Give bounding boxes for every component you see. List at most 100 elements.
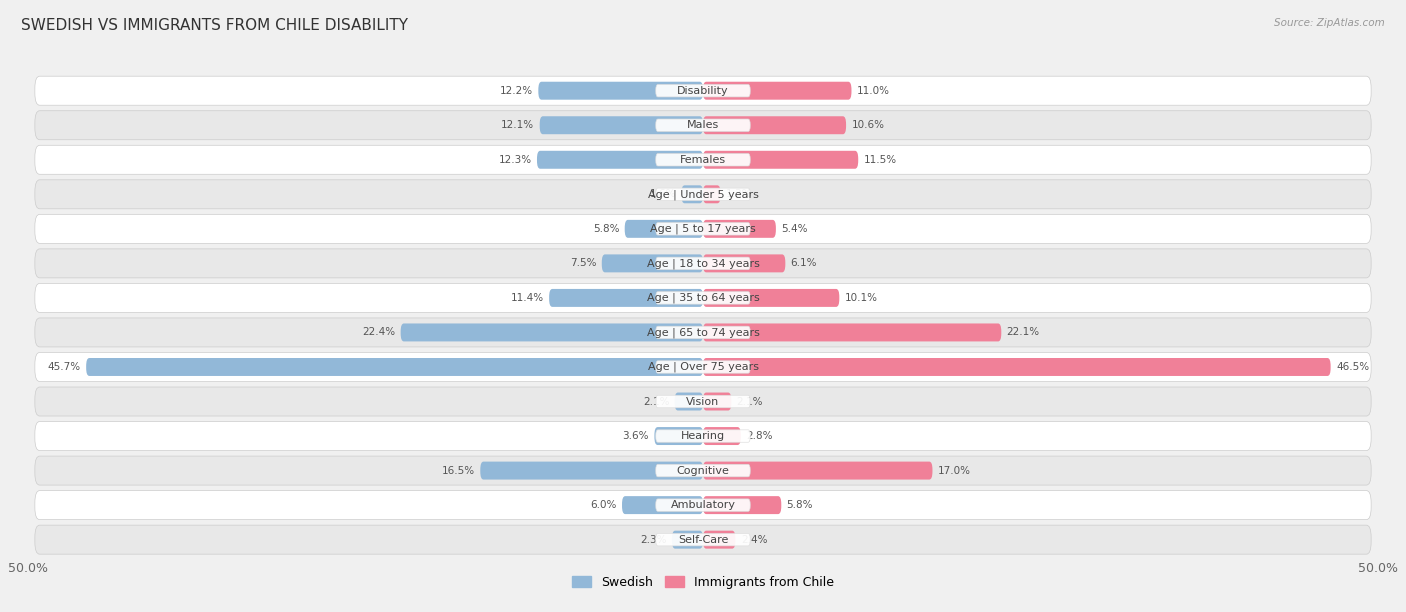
- FancyBboxPatch shape: [672, 531, 703, 548]
- FancyBboxPatch shape: [655, 223, 751, 235]
- Text: 7.5%: 7.5%: [569, 258, 596, 269]
- Text: 2.3%: 2.3%: [640, 535, 666, 545]
- FancyBboxPatch shape: [538, 82, 703, 100]
- FancyBboxPatch shape: [703, 427, 741, 445]
- Text: SWEDISH VS IMMIGRANTS FROM CHILE DISABILITY: SWEDISH VS IMMIGRANTS FROM CHILE DISABIL…: [21, 18, 408, 34]
- Text: 11.0%: 11.0%: [856, 86, 890, 95]
- FancyBboxPatch shape: [703, 392, 731, 411]
- FancyBboxPatch shape: [35, 145, 1371, 174]
- Text: Females: Females: [681, 155, 725, 165]
- FancyBboxPatch shape: [655, 360, 751, 373]
- FancyBboxPatch shape: [35, 111, 1371, 140]
- Text: Ambulatory: Ambulatory: [671, 500, 735, 510]
- FancyBboxPatch shape: [35, 491, 1371, 520]
- FancyBboxPatch shape: [621, 496, 703, 514]
- Text: Males: Males: [688, 120, 718, 130]
- FancyBboxPatch shape: [35, 249, 1371, 278]
- Text: 2.1%: 2.1%: [643, 397, 669, 406]
- Text: 5.4%: 5.4%: [782, 224, 808, 234]
- Text: 1.3%: 1.3%: [725, 189, 752, 200]
- Text: 16.5%: 16.5%: [441, 466, 475, 476]
- Text: Vision: Vision: [686, 397, 720, 406]
- FancyBboxPatch shape: [655, 257, 751, 270]
- Text: 11.4%: 11.4%: [510, 293, 544, 303]
- Text: 5.8%: 5.8%: [593, 224, 619, 234]
- Text: Age | 35 to 64 years: Age | 35 to 64 years: [647, 293, 759, 303]
- Text: Age | 18 to 34 years: Age | 18 to 34 years: [647, 258, 759, 269]
- FancyBboxPatch shape: [540, 116, 703, 134]
- FancyBboxPatch shape: [655, 84, 751, 97]
- FancyBboxPatch shape: [675, 392, 703, 411]
- Text: 10.1%: 10.1%: [845, 293, 877, 303]
- Text: Cognitive: Cognitive: [676, 466, 730, 476]
- FancyBboxPatch shape: [35, 76, 1371, 105]
- Text: 6.1%: 6.1%: [790, 258, 817, 269]
- Legend: Swedish, Immigrants from Chile: Swedish, Immigrants from Chile: [567, 571, 839, 594]
- FancyBboxPatch shape: [703, 461, 932, 480]
- Text: 2.1%: 2.1%: [737, 397, 763, 406]
- FancyBboxPatch shape: [703, 531, 735, 548]
- Text: 17.0%: 17.0%: [938, 466, 972, 476]
- FancyBboxPatch shape: [537, 151, 703, 169]
- Text: 6.0%: 6.0%: [591, 500, 617, 510]
- Text: Disability: Disability: [678, 86, 728, 95]
- Text: 2.4%: 2.4%: [741, 535, 768, 545]
- FancyBboxPatch shape: [86, 358, 703, 376]
- FancyBboxPatch shape: [655, 534, 751, 546]
- FancyBboxPatch shape: [35, 387, 1371, 416]
- FancyBboxPatch shape: [703, 496, 782, 514]
- Text: 3.6%: 3.6%: [623, 431, 650, 441]
- Text: 22.1%: 22.1%: [1007, 327, 1040, 337]
- FancyBboxPatch shape: [703, 324, 1001, 341]
- FancyBboxPatch shape: [655, 465, 751, 477]
- FancyBboxPatch shape: [703, 255, 786, 272]
- Text: 45.7%: 45.7%: [48, 362, 80, 372]
- Text: Age | 5 to 17 years: Age | 5 to 17 years: [650, 223, 756, 234]
- FancyBboxPatch shape: [35, 180, 1371, 209]
- FancyBboxPatch shape: [35, 422, 1371, 450]
- Text: Age | Over 75 years: Age | Over 75 years: [648, 362, 758, 372]
- FancyBboxPatch shape: [35, 456, 1371, 485]
- Text: 2.8%: 2.8%: [747, 431, 773, 441]
- Text: Source: ZipAtlas.com: Source: ZipAtlas.com: [1274, 18, 1385, 28]
- FancyBboxPatch shape: [655, 188, 751, 201]
- FancyBboxPatch shape: [703, 82, 852, 100]
- Text: Age | Under 5 years: Age | Under 5 years: [648, 189, 758, 200]
- FancyBboxPatch shape: [703, 151, 858, 169]
- FancyBboxPatch shape: [655, 430, 751, 442]
- FancyBboxPatch shape: [655, 395, 751, 408]
- Text: 10.6%: 10.6%: [852, 120, 884, 130]
- FancyBboxPatch shape: [35, 353, 1371, 381]
- Text: 1.6%: 1.6%: [650, 189, 676, 200]
- FancyBboxPatch shape: [655, 499, 751, 512]
- FancyBboxPatch shape: [602, 255, 703, 272]
- Text: 22.4%: 22.4%: [363, 327, 395, 337]
- Text: Self-Care: Self-Care: [678, 535, 728, 545]
- FancyBboxPatch shape: [35, 214, 1371, 244]
- FancyBboxPatch shape: [35, 283, 1371, 312]
- FancyBboxPatch shape: [655, 326, 751, 338]
- Text: 5.8%: 5.8%: [787, 500, 813, 510]
- FancyBboxPatch shape: [654, 427, 703, 445]
- FancyBboxPatch shape: [703, 220, 776, 238]
- FancyBboxPatch shape: [481, 461, 703, 480]
- FancyBboxPatch shape: [550, 289, 703, 307]
- Text: Age | 65 to 74 years: Age | 65 to 74 years: [647, 327, 759, 338]
- FancyBboxPatch shape: [655, 119, 751, 132]
- Text: 12.1%: 12.1%: [501, 120, 534, 130]
- Text: 12.2%: 12.2%: [499, 86, 533, 95]
- FancyBboxPatch shape: [401, 324, 703, 341]
- Text: Hearing: Hearing: [681, 431, 725, 441]
- FancyBboxPatch shape: [35, 318, 1371, 347]
- FancyBboxPatch shape: [624, 220, 703, 238]
- Text: 11.5%: 11.5%: [863, 155, 897, 165]
- FancyBboxPatch shape: [35, 525, 1371, 554]
- FancyBboxPatch shape: [703, 358, 1330, 376]
- FancyBboxPatch shape: [703, 185, 720, 203]
- Text: 46.5%: 46.5%: [1336, 362, 1369, 372]
- FancyBboxPatch shape: [703, 289, 839, 307]
- FancyBboxPatch shape: [682, 185, 703, 203]
- FancyBboxPatch shape: [655, 154, 751, 166]
- FancyBboxPatch shape: [703, 116, 846, 134]
- Text: 12.3%: 12.3%: [499, 155, 531, 165]
